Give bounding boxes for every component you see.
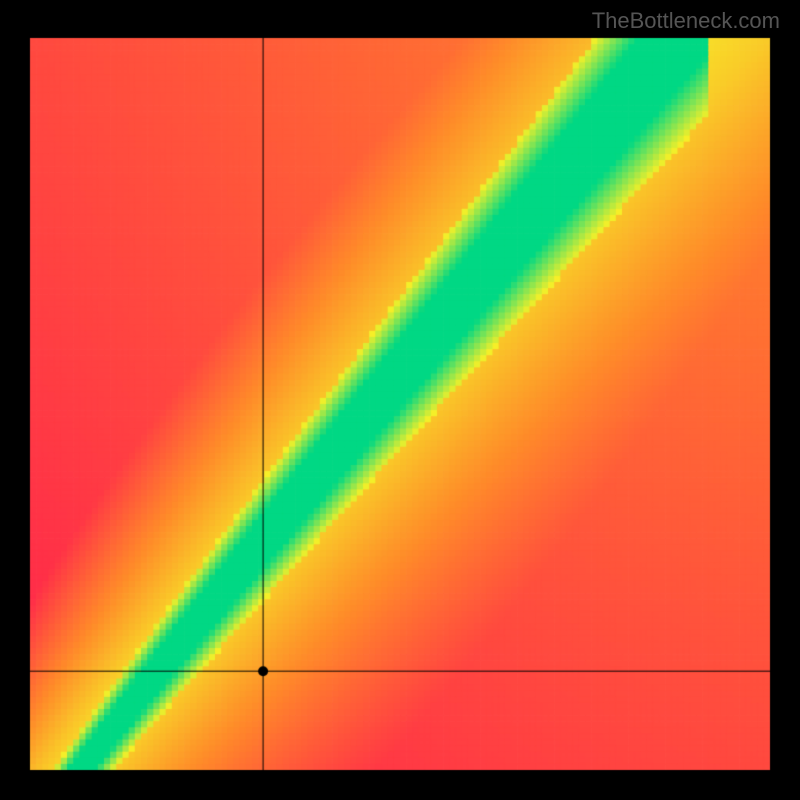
chart-container: TheBottleneck.com (0, 0, 800, 800)
bottleneck-heatmap (0, 0, 800, 800)
watermark-label: TheBottleneck.com (592, 8, 780, 34)
